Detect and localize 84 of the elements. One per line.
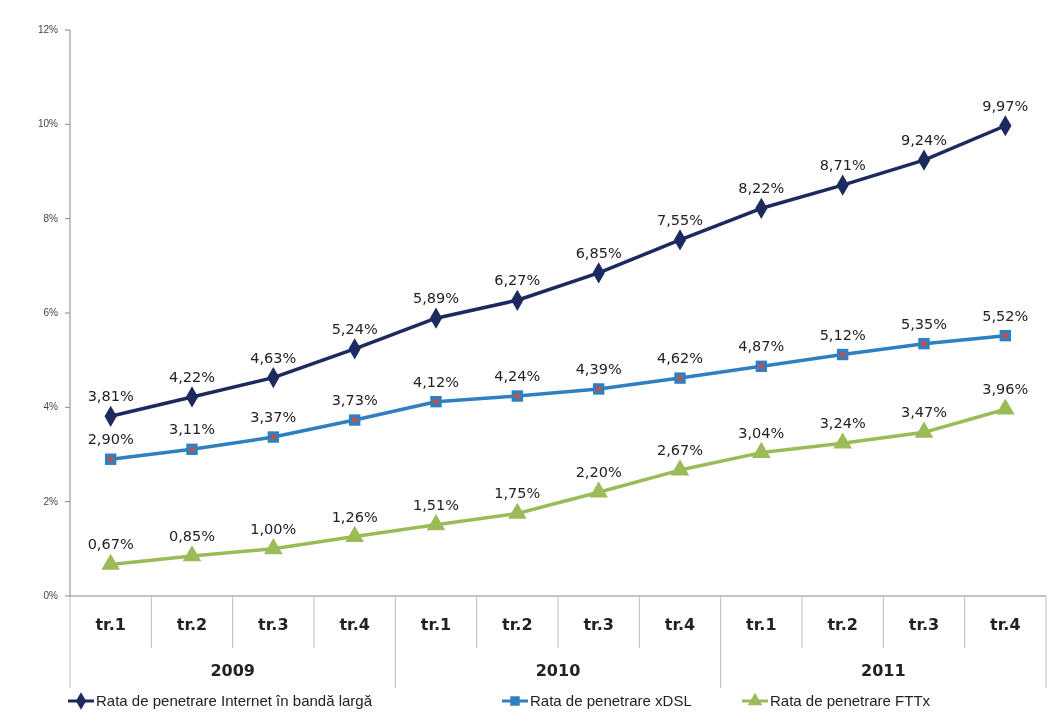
y-tick-label: 6% — [43, 307, 59, 318]
data-label: 9,97% — [982, 97, 1029, 114]
data-label: 3,81% — [87, 388, 134, 405]
point — [670, 459, 690, 476]
data-label: 5,12% — [819, 326, 866, 343]
data-label: 4,63% — [250, 349, 297, 366]
text: 2009 — [210, 661, 255, 680]
x-tick-label: tr.1 — [420, 615, 452, 634]
data-label: 6,85% — [575, 244, 622, 261]
point — [104, 453, 117, 465]
data-label: 2,90% — [87, 431, 134, 448]
data-label: 4,12% — [412, 373, 460, 390]
x-tick-label: tr.3 — [583, 615, 614, 634]
data-label: 3,96% — [982, 381, 1029, 398]
data-label: 8,71% — [819, 157, 866, 174]
point — [426, 514, 446, 531]
point — [430, 395, 442, 408]
data-label: 0,67% — [87, 536, 134, 553]
data-label: 4,24% — [494, 368, 541, 385]
y-tick-label: 2% — [43, 495, 59, 507]
data-label: 3,47% — [900, 404, 948, 421]
x-tick-label: tr.1 — [95, 615, 126, 634]
data-label: 1,51% — [412, 496, 460, 513]
legend-label: Rata de penetrare Internet în bandă largă — [96, 692, 373, 709]
data-label: 2,20% — [575, 464, 622, 481]
point — [752, 441, 771, 458]
data-label: 4,62% — [656, 350, 704, 367]
x-tick-label: tr.3 — [258, 615, 289, 634]
point — [592, 383, 605, 395]
data-label: 5,52% — [982, 307, 1029, 324]
y-tick-label: 8% — [43, 212, 59, 224]
data-label: 7,55% — [656, 211, 704, 228]
point — [833, 432, 852, 449]
x-tick-label: tr.2 — [502, 615, 533, 634]
point — [264, 538, 283, 555]
data-label: 0,85% — [168, 527, 216, 544]
data-label: 1,75% — [494, 485, 541, 502]
y-tick-label: 0% — [43, 590, 59, 601]
y-tick-label: 10% — [37, 118, 59, 130]
data-label: 8,22% — [738, 180, 785, 197]
x-tick-label: tr.4 — [339, 615, 370, 634]
data-label: 1,00% — [250, 520, 297, 537]
data-label: 2,67% — [656, 442, 704, 459]
x-tick-label: tr.3 — [908, 615, 940, 634]
data-label: 4,22% — [168, 368, 216, 385]
data-label: 5,24% — [331, 320, 378, 337]
point — [918, 337, 930, 350]
point — [999, 329, 1012, 342]
data-label: 3,37% — [250, 409, 297, 426]
data-label: 3,24% — [819, 415, 866, 432]
point — [755, 360, 768, 372]
point — [511, 390, 524, 402]
data-label: 5,35% — [900, 315, 948, 332]
y-tick-label: 4% — [43, 401, 59, 413]
point — [508, 502, 527, 519]
point — [836, 348, 849, 361]
data-label: 5,89% — [412, 290, 460, 307]
y-tick-label: 12% — [37, 24, 59, 35]
text: 2011 — [861, 661, 906, 680]
point — [348, 414, 361, 426]
data-label: 3,73% — [331, 392, 378, 409]
data-label: 9,24% — [900, 132, 948, 149]
point — [101, 553, 120, 570]
point — [267, 431, 280, 443]
point — [996, 398, 1015, 415]
x-tick-label: tr.2 — [176, 615, 208, 634]
text: 2010 — [535, 661, 581, 680]
point — [345, 525, 364, 542]
point — [589, 481, 608, 498]
x-tick-label: tr.4 — [990, 615, 1021, 634]
data-label: 3,04% — [738, 424, 785, 441]
point — [182, 545, 202, 562]
data-label: 4,87% — [738, 338, 785, 355]
x-tick-label: tr.1 — [746, 615, 777, 634]
x-tick-label: tr.4 — [664, 615, 696, 634]
x-tick-label: tr.2 — [827, 615, 858, 634]
data-label: 1,26% — [331, 508, 378, 525]
point — [914, 421, 934, 438]
point — [186, 443, 198, 456]
data-label: 3,11% — [168, 421, 216, 438]
legend-label: Rata de penetrare FTTx — [770, 692, 931, 709]
legend-label: Rata de penetrare xDSL — [530, 692, 692, 709]
data-label: 6,27% — [494, 272, 541, 289]
data-label: 4,39% — [575, 360, 622, 377]
